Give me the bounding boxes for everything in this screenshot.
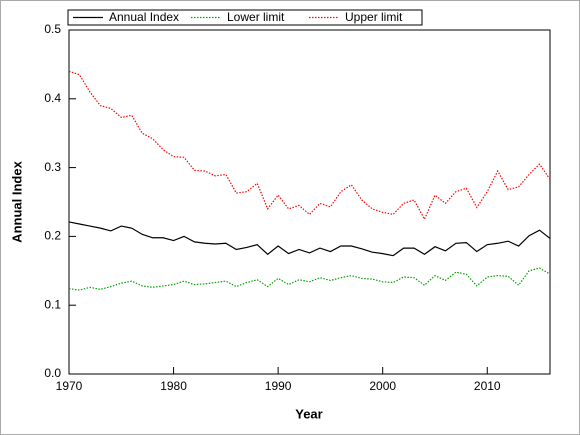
legend (67, 9, 423, 26)
x-tick-label: 1970 (56, 379, 83, 393)
y-tick-label: 0.2 (44, 229, 61, 243)
series-line (68, 267, 551, 291)
series-line (68, 221, 551, 257)
legend-label: Upper limit (345, 10, 403, 24)
y-tick-label: 0.3 (44, 160, 61, 174)
y-tick-label: 0.1 (44, 297, 61, 311)
y-tick-label: 0.4 (44, 91, 61, 105)
x-tick-label: 1980 (160, 379, 187, 393)
legend-label: Lower limit (227, 10, 285, 24)
x-tick-label: 2000 (369, 379, 396, 393)
x-tick-label: 2010 (474, 379, 501, 393)
y-tick-label: 0.0 (44, 366, 61, 380)
y-axis-label: Annual Index (9, 160, 24, 242)
x-axis-label: Year (295, 406, 322, 421)
plot-area (68, 29, 551, 375)
legend-label: Annual Index (109, 10, 179, 24)
y-tick-label: 0.5 (44, 22, 61, 36)
series-line (68, 70, 551, 221)
x-tick-label: 1990 (265, 379, 292, 393)
